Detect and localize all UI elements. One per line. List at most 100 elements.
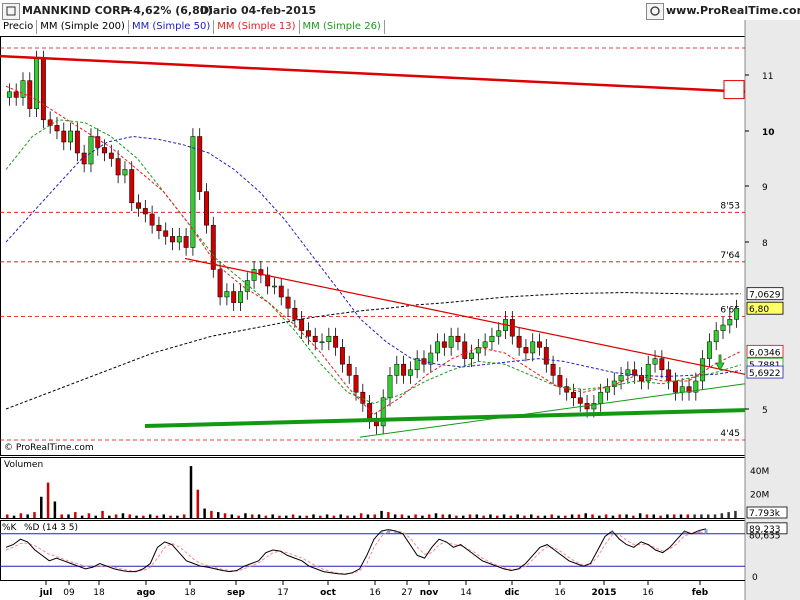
price-candle [204, 183, 209, 234]
candle-body [292, 307, 298, 320]
candle-body [210, 224, 216, 270]
long-resistance-trendline [0, 54, 746, 94]
volume-bar [312, 514, 315, 518]
ma13-value-badge: 6,0346 [749, 348, 781, 358]
volume-bar [475, 514, 479, 518]
volume-bar [332, 515, 336, 518]
price-candle [414, 350, 420, 379]
candle-body [176, 236, 182, 243]
volume-bar [33, 512, 36, 518]
volume-bar [230, 514, 234, 518]
candle-body [163, 230, 169, 237]
volume-bar [366, 514, 370, 518]
chart-settings-icon[interactable] [646, 3, 664, 20]
price-candle [156, 216, 162, 240]
legend-ma13[interactable]: MM (Simple 13) [214, 20, 300, 34]
stoch-d-title: %D (14 3 5) [24, 523, 78, 533]
ma50-line [5, 135, 742, 378]
volume-bar [162, 514, 166, 518]
volume-bar [128, 514, 131, 518]
candle-body [482, 341, 488, 348]
candle-body [441, 341, 447, 348]
candle-body [299, 319, 305, 331]
candle-body [326, 335, 332, 343]
header-bar: MANNKIND CORP. +4,62% (6,80) Diario 04-f… [0, 0, 800, 20]
volume-bar [264, 515, 268, 518]
volume-bar [611, 515, 615, 518]
x-axis-label: ago [137, 588, 156, 598]
volume-bar [87, 513, 91, 518]
volume-bar [94, 515, 97, 518]
price-change: +4,62% (6,80) [124, 4, 213, 17]
level-label: 8'53 [720, 201, 740, 211]
level-label: 7'64 [720, 251, 740, 261]
candle-body [13, 91, 19, 98]
price-candle [387, 367, 393, 407]
volume-bar [210, 510, 213, 518]
candle-body [108, 152, 114, 159]
price-candle [278, 277, 284, 306]
stoch-k-value: 89,233 [749, 525, 781, 535]
candle-body [285, 296, 291, 309]
price-candle [618, 367, 624, 390]
price-candle [577, 389, 583, 412]
candle-body [217, 269, 223, 298]
watermark: © ProRealTime.com [4, 443, 94, 453]
candle-body [305, 330, 311, 337]
candle-body [700, 358, 706, 382]
price-candle [469, 344, 474, 367]
price-candle [380, 389, 386, 435]
ma200-line [5, 292, 742, 410]
volume-bar [564, 515, 567, 518]
price-candle [632, 361, 638, 384]
candle-body [577, 397, 583, 404]
volume-bar [461, 515, 465, 518]
volume-bar [346, 515, 349, 518]
candle-body [428, 352, 434, 365]
volume-bar [182, 514, 186, 518]
site-url[interactable]: www.ProRealTime.com [666, 4, 800, 17]
candle-body [204, 191, 209, 226]
window-menu-icon[interactable] [2, 3, 20, 20]
x-axis-label: 09 [63, 588, 75, 598]
candle-body [475, 347, 481, 354]
candle-body [95, 136, 101, 148]
legend-price[interactable]: Precio [0, 20, 38, 34]
candle-body [543, 347, 549, 365]
volume-bar [196, 489, 200, 518]
legend-ma200[interactable]: MM (Simple 200) [37, 20, 129, 34]
resistance-trendline [184, 257, 746, 375]
volume-bar [189, 466, 193, 518]
candle-body [611, 380, 617, 387]
candle-body [407, 369, 413, 376]
volume-bar [400, 514, 404, 518]
candle-body [523, 347, 529, 354]
volume-bar [693, 514, 696, 518]
x-axis-label: 18 [93, 588, 105, 598]
price-candle [523, 339, 529, 362]
legend-ma50[interactable]: MM (Simple 50) [129, 20, 215, 34]
legend-ma26[interactable]: MM (Simple 26) [300, 20, 385, 34]
candle-body [550, 363, 556, 376]
price-candle [353, 367, 359, 401]
price-candle [496, 322, 502, 345]
volume-bar [223, 513, 227, 518]
price-candle [611, 372, 617, 395]
volume-bar [135, 515, 138, 518]
volume-bar [74, 512, 77, 518]
price-candle [20, 72, 26, 106]
candle-body [706, 341, 712, 359]
candle-body [380, 397, 386, 427]
price-candle [81, 144, 87, 173]
ma200-value-badge-box [746, 287, 784, 301]
price-candle [639, 367, 644, 390]
stochastic-panel-frame [0, 520, 746, 581]
candle-body [645, 363, 651, 382]
price-candle [224, 283, 230, 306]
ma13-value-badge-box [746, 344, 784, 358]
stoch-d-line [5, 530, 707, 575]
candle-body [591, 403, 597, 410]
volume-bar [591, 514, 594, 518]
candle-body [727, 319, 733, 326]
